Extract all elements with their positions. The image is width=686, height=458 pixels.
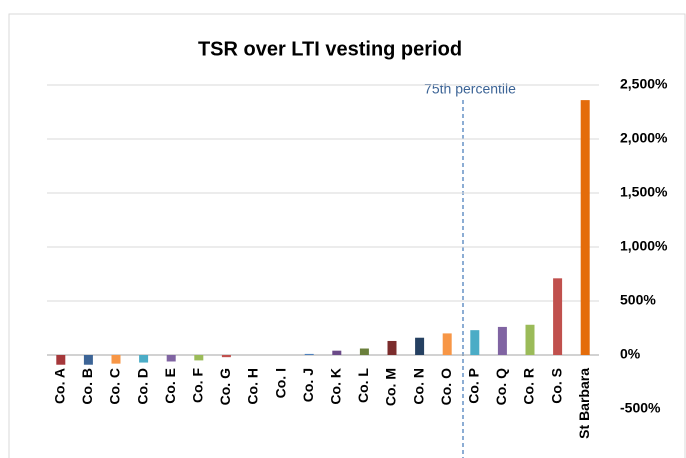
- y-tick-label: 0%: [620, 346, 641, 362]
- x-tick-label: Co. B: [79, 368, 95, 405]
- x-tick-label: Co. H: [245, 368, 261, 405]
- bar: [525, 324, 535, 355]
- bar: [442, 333, 452, 355]
- bar: [111, 355, 121, 364]
- bar: [139, 355, 149, 363]
- annotation: 75th percentile: [424, 81, 516, 97]
- bar: [332, 350, 342, 355]
- bar: [387, 340, 397, 355]
- y-tick-label: 500%: [620, 292, 656, 308]
- x-tick-label: Co. K: [328, 368, 344, 405]
- x-tick-label: Co. P: [466, 368, 482, 404]
- x-tick-label: St Barbara: [576, 368, 592, 439]
- bar: [56, 355, 66, 365]
- bar: [580, 100, 590, 356]
- x-tick-label: Co. C: [107, 368, 123, 405]
- x-tick-label: Co. A: [52, 368, 68, 404]
- x-tick-label: Co. N: [410, 368, 426, 405]
- bar: [553, 278, 563, 355]
- bar: [304, 353, 314, 355]
- x-tick-label: Co. M: [383, 368, 399, 406]
- x-tick-label: Co. G: [217, 368, 233, 405]
- x-tick-label: Co. O: [438, 368, 454, 405]
- x-tick-label: Co. F: [190, 368, 206, 403]
- chart-title: TSR over LTI vesting period: [198, 38, 462, 60]
- x-tick-label: Co. S: [548, 368, 564, 404]
- x-tick-label: Co. I: [272, 368, 288, 398]
- x-tick-label: Co. Q: [493, 368, 509, 405]
- y-tick-label: 2,500%: [620, 76, 668, 92]
- bar: [194, 355, 204, 361]
- bar: [359, 348, 369, 355]
- y-tick-label: 2,000%: [620, 130, 668, 146]
- y-tick-label: 1,000%: [620, 238, 668, 254]
- x-tick-label: Co. J: [300, 368, 316, 402]
- bar: [83, 355, 93, 365]
- bar: [166, 355, 176, 362]
- bar: [470, 330, 480, 355]
- x-tick-label: Co. D: [134, 368, 150, 405]
- chart-border: [8, 13, 686, 458]
- x-tick-label: Co. E: [162, 368, 178, 404]
- x-tick-label: Co. R: [521, 368, 537, 405]
- y-tick-label: -500%: [620, 400, 661, 416]
- bar: [497, 326, 507, 355]
- y-tick-label: 1,500%: [620, 184, 668, 200]
- bar: [415, 337, 425, 355]
- bar: [221, 355, 231, 358]
- x-tick-label: Co. L: [355, 368, 371, 403]
